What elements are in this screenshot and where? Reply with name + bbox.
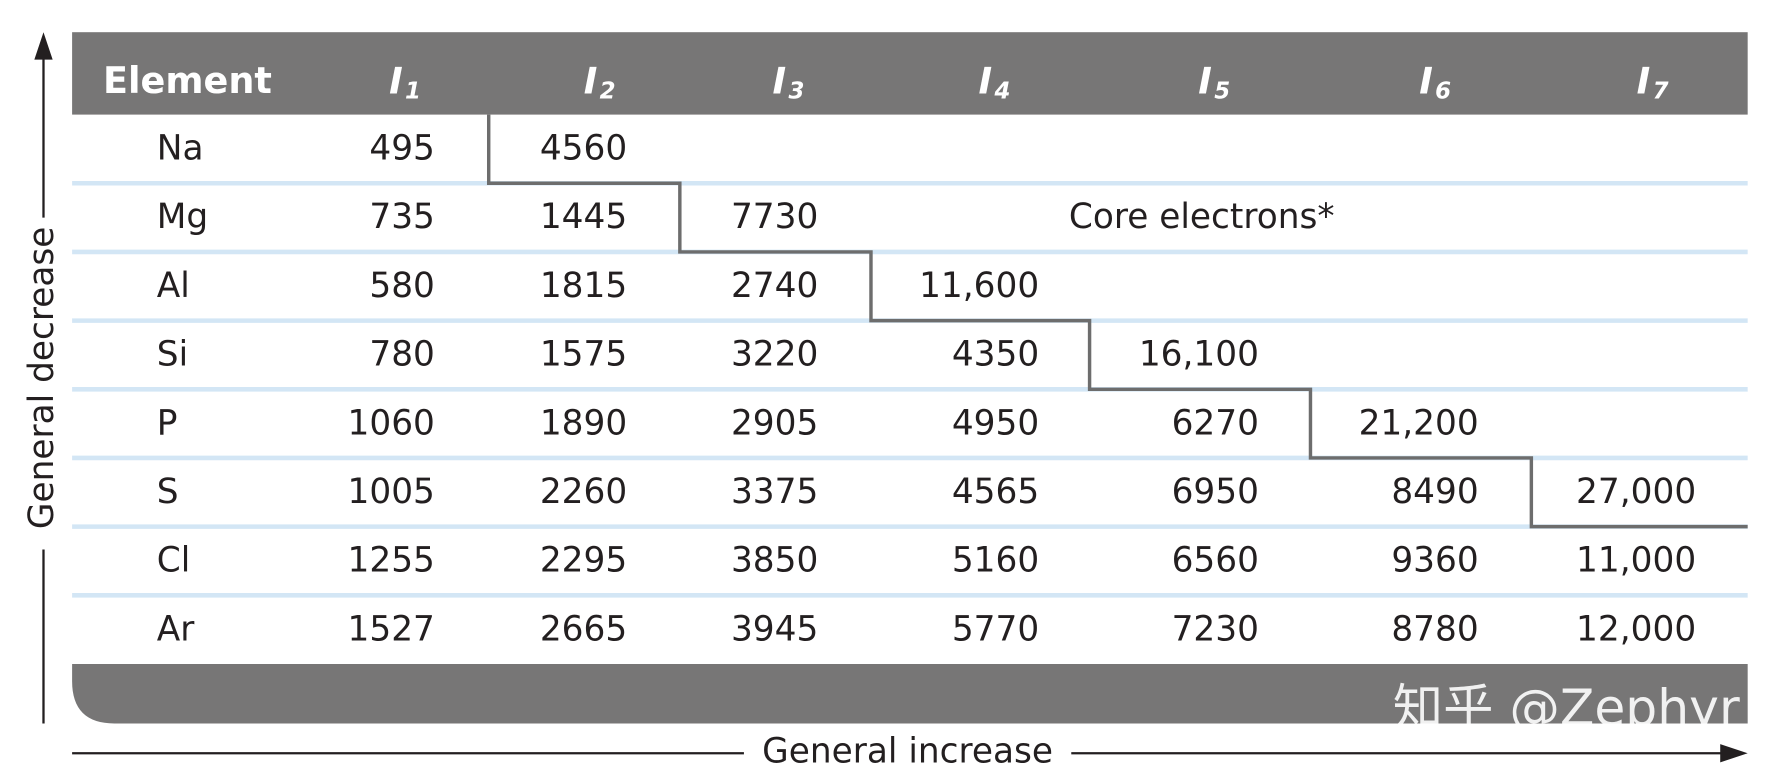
value-cell: 9360 (1391, 541, 1478, 581)
value-cell: 4950 (952, 403, 1039, 443)
value-cell: 3375 (731, 472, 818, 512)
value-cell: 2295 (540, 541, 627, 581)
core-boundary (486, 114, 1748, 529)
element-cell: Cl (157, 541, 191, 581)
vertical-axis-label: General decrease (22, 227, 62, 530)
header-subscript: 4 (993, 78, 1010, 104)
value-cell: 780 (369, 335, 435, 375)
value-cell: 1005 (348, 472, 435, 512)
value-cell: 4350 (952, 335, 1039, 375)
value-cell: 4560 (540, 129, 627, 169)
value-cell: 11,000 (1576, 541, 1696, 581)
header-symbol: I (1419, 59, 1433, 102)
value-cell: 1527 (348, 609, 435, 649)
header-subscript: 3 (788, 78, 804, 104)
element-cell: Ar (157, 609, 195, 649)
header-symbol: I (584, 59, 598, 102)
value-cell: 7230 (1172, 609, 1259, 649)
value-cell: 7730 (731, 197, 818, 237)
value-cell: 1255 (348, 541, 435, 581)
value-cell: 8490 (1391, 472, 1478, 512)
footer-bar (72, 663, 1748, 724)
horizontal-axis-label: General increase (762, 732, 1053, 772)
value-cell: 1890 (540, 403, 627, 443)
value-cell: 12,000 (1576, 609, 1696, 649)
value-cell: 4565 (952, 472, 1039, 512)
element-cell: Si (157, 335, 188, 375)
value-cell: 6270 (1172, 403, 1259, 443)
header-symbol: I (979, 59, 993, 102)
header-subscript: 7 (1653, 78, 1669, 104)
core-label: Core electrons* (1069, 197, 1335, 237)
value-cell: 735 (369, 197, 435, 237)
value-cell: 6560 (1172, 541, 1259, 581)
element-cell: S (157, 472, 179, 512)
value-cell: 495 (369, 129, 435, 169)
element-cell: Na (157, 129, 204, 169)
header-subscript: 2 (600, 78, 616, 104)
element-cell: Mg (157, 197, 208, 237)
header-symbol: I (773, 59, 787, 102)
value-cell: 1445 (540, 197, 627, 237)
value-cell: 1060 (348, 403, 435, 443)
element-cell: Al (157, 266, 190, 306)
value-cell: 6950 (1172, 472, 1259, 512)
value-cell: 5160 (952, 541, 1039, 581)
value-cell: 16,100 (1139, 335, 1259, 375)
value-cell: 3850 (731, 541, 818, 581)
header-subscript: 5 (1214, 78, 1230, 104)
header-subscript: 1 (405, 78, 421, 104)
value-cell: 2260 (540, 472, 627, 512)
header-cell: Element (103, 59, 272, 102)
value-cell: 8780 (1391, 609, 1478, 649)
header-symbol: I (1637, 59, 1651, 102)
arrow-head (1720, 744, 1748, 763)
header-bar (72, 32, 1748, 115)
value-cell: 27,000 (1576, 472, 1696, 512)
value-cell: 3220 (731, 335, 818, 375)
value-cell: 1575 (540, 335, 627, 375)
value-cell: 5770 (952, 609, 1039, 649)
value-cell: 3945 (731, 609, 818, 649)
value-cell: 580 (369, 266, 435, 306)
value-cell: 1815 (540, 266, 627, 306)
value-cell: 21,200 (1359, 403, 1479, 443)
arrow-head (34, 32, 53, 60)
value-cell: 2740 (731, 266, 818, 306)
value-cell: 2905 (731, 403, 818, 443)
header-symbol: I (1198, 59, 1212, 102)
value-cell: 2665 (540, 609, 627, 649)
value-cell: 11,600 (919, 266, 1039, 306)
watermark: 知乎 @Zephyr (1393, 679, 1740, 738)
header-subscript: 6 (1435, 78, 1451, 104)
header-symbol: I (389, 59, 403, 102)
element-cell: P (157, 403, 178, 443)
